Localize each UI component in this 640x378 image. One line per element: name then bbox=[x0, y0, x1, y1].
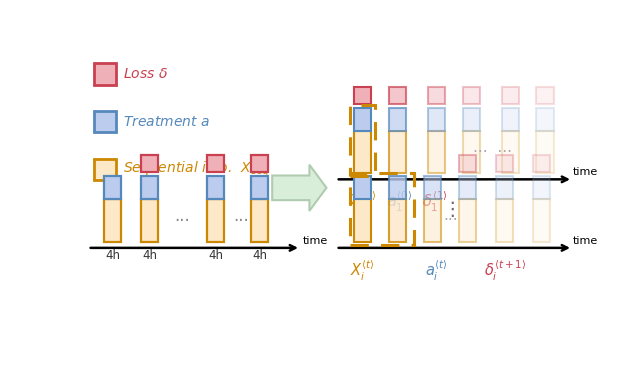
Text: time: time bbox=[573, 235, 598, 246]
Bar bbox=[141, 176, 158, 199]
Text: 4h: 4h bbox=[105, 249, 120, 262]
Polygon shape bbox=[272, 165, 326, 211]
Bar bbox=[424, 176, 441, 199]
Bar bbox=[424, 199, 441, 242]
Text: ···: ··· bbox=[234, 212, 249, 230]
Bar bbox=[502, 87, 518, 104]
Bar bbox=[351, 105, 375, 176]
Bar bbox=[536, 108, 554, 131]
Bar bbox=[389, 176, 406, 199]
Bar bbox=[141, 155, 158, 172]
Bar bbox=[532, 199, 550, 242]
Text: time: time bbox=[573, 167, 598, 177]
Bar bbox=[428, 108, 445, 131]
Bar bbox=[496, 199, 513, 242]
Text: Sequential info.  $X_{\rm seq}$: Sequential info. $X_{\rm seq}$ bbox=[124, 160, 269, 179]
Bar bbox=[428, 131, 445, 173]
Bar bbox=[496, 155, 513, 172]
Text: $X_1^{\langle 0\rangle}$: $X_1^{\langle 0\rangle}$ bbox=[349, 190, 376, 214]
Bar bbox=[496, 176, 513, 199]
Bar bbox=[389, 199, 406, 242]
Bar bbox=[532, 176, 550, 199]
Text: $a_1^{\langle 0\rangle}$: $a_1^{\langle 0\rangle}$ bbox=[387, 190, 412, 214]
Bar bbox=[252, 199, 268, 242]
Bar bbox=[351, 173, 414, 245]
Text: $\delta_i^{\langle t+1\rangle}$: $\delta_i^{\langle t+1\rangle}$ bbox=[484, 259, 526, 283]
Bar bbox=[502, 131, 518, 173]
Bar bbox=[207, 176, 224, 199]
Bar bbox=[459, 199, 476, 242]
Bar bbox=[94, 63, 116, 85]
Bar bbox=[536, 87, 554, 104]
Text: Treatment $a$: Treatment $a$ bbox=[124, 115, 211, 129]
Bar bbox=[536, 131, 554, 173]
Bar bbox=[532, 155, 550, 172]
Bar bbox=[355, 87, 371, 104]
Bar bbox=[355, 108, 371, 131]
Bar bbox=[207, 199, 224, 242]
Bar bbox=[355, 131, 371, 173]
Text: time: time bbox=[303, 235, 328, 246]
Bar bbox=[252, 176, 268, 199]
Bar bbox=[104, 199, 121, 242]
Bar bbox=[94, 111, 116, 132]
Text: ···  ···: ··· ··· bbox=[473, 145, 512, 160]
Bar bbox=[502, 108, 518, 131]
Text: 4h: 4h bbox=[208, 249, 223, 262]
Text: Loss $\delta$: Loss $\delta$ bbox=[124, 67, 168, 81]
Text: ⋮: ⋮ bbox=[442, 200, 461, 219]
Text: $a_i^{\langle t\rangle}$: $a_i^{\langle t\rangle}$ bbox=[425, 259, 448, 283]
Bar bbox=[389, 87, 406, 104]
Text: $\delta_1^{\langle 1\rangle}$: $\delta_1^{\langle 1\rangle}$ bbox=[422, 190, 448, 214]
Bar bbox=[252, 155, 268, 172]
Bar bbox=[389, 108, 406, 131]
Text: ···: ··· bbox=[443, 214, 458, 228]
Bar bbox=[459, 176, 476, 199]
Text: 4h: 4h bbox=[252, 249, 268, 262]
Bar bbox=[207, 155, 224, 172]
Bar bbox=[355, 199, 371, 242]
Bar bbox=[355, 176, 371, 199]
Text: 4h: 4h bbox=[142, 249, 157, 262]
Bar bbox=[428, 87, 445, 104]
Bar bbox=[463, 131, 480, 173]
Bar bbox=[104, 176, 121, 199]
Bar bbox=[94, 158, 116, 180]
Text: ···: ··· bbox=[175, 212, 190, 230]
Bar bbox=[141, 199, 158, 242]
Text: $X_i^{\langle t\rangle}$: $X_i^{\langle t\rangle}$ bbox=[351, 259, 375, 283]
Bar bbox=[463, 87, 480, 104]
Bar bbox=[459, 155, 476, 172]
Bar bbox=[389, 131, 406, 173]
Bar bbox=[463, 108, 480, 131]
